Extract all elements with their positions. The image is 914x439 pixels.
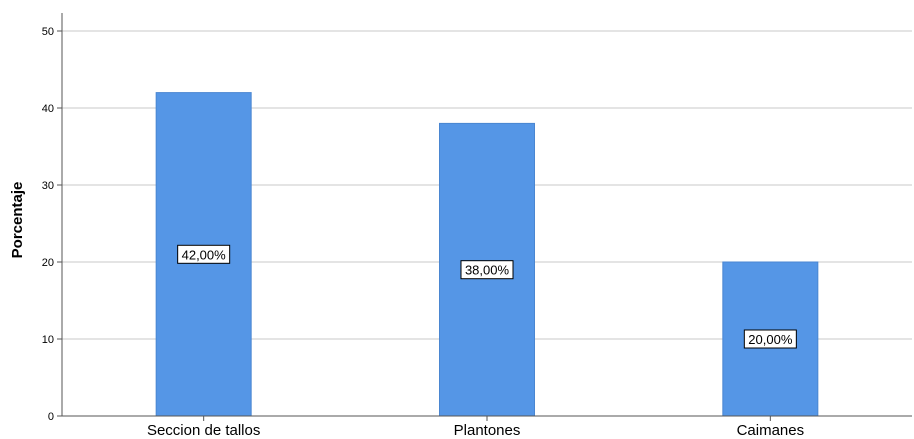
x-tick-label: Plantones	[454, 422, 521, 439]
y-tick-label: 50	[42, 26, 54, 38]
data-labels: 42,00% 38,00% 20,00%	[177, 244, 797, 349]
x-tick-label: Caimanes	[737, 422, 805, 439]
y-tick-label: 0	[48, 411, 54, 423]
y-axis-ticks: 0 10 20 30 40 50	[42, 26, 62, 423]
data-label: 20,00%	[748, 332, 793, 347]
data-label-box: 42,00%	[177, 244, 231, 264]
data-label-box: 38,00%	[460, 260, 514, 280]
data-label: 42,00%	[182, 247, 227, 262]
data-label: 38,00%	[465, 263, 510, 278]
data-label-background	[460, 260, 514, 280]
data-label-background	[743, 329, 797, 349]
x-tick-label: Seccion de tallos	[147, 422, 260, 439]
bars	[155, 92, 819, 417]
x-axis-ticks: Seccion de tallos Plantones Caimanes	[147, 416, 804, 439]
data-label-box: 20,00%	[743, 329, 797, 349]
y-tick-label: 20	[42, 257, 54, 269]
y-tick-label: 40	[42, 103, 54, 115]
data-label-background	[177, 244, 231, 264]
y-tick-label: 30	[42, 180, 54, 192]
y-tick-label: 10	[42, 334, 54, 346]
y-axis-label: Porcentaje	[9, 182, 26, 259]
